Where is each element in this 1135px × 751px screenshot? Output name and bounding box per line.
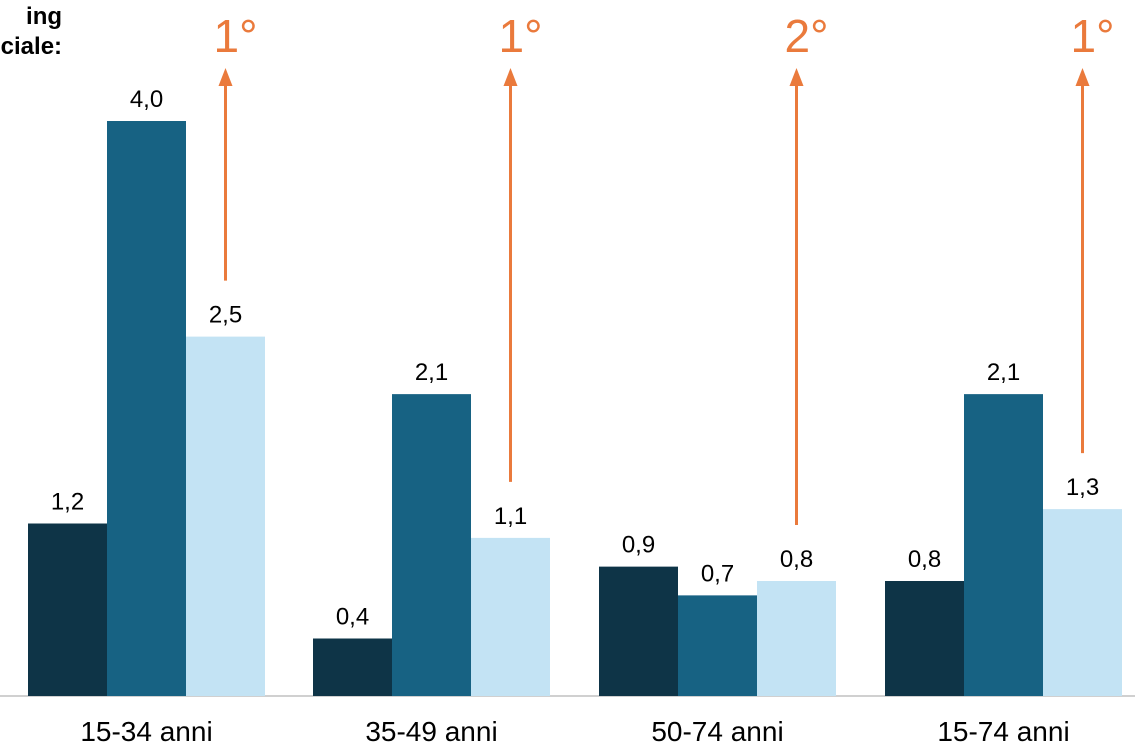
category-label-2: 35-49 anni: [365, 716, 497, 747]
bar-3-series-2: [678, 595, 757, 696]
category-label-3: 50-74 anni: [651, 716, 783, 747]
chart-note-line2: nciale:: [0, 33, 63, 60]
bar-2-series-1: [313, 638, 392, 696]
category-label-4: 15-74 anni: [937, 716, 1069, 747]
bar-1-series-1: [28, 523, 107, 696]
rank-label-4: 1°: [1071, 10, 1115, 62]
bar-1-series-2: [107, 121, 186, 696]
value-label-2-1: 0,4: [336, 604, 369, 631]
value-label-4-3: 1,3: [1066, 474, 1099, 501]
bar-4-series-3: [1043, 509, 1122, 696]
rank-arrow-head-1: [218, 68, 233, 86]
rank-arrow-head-4: [1075, 68, 1090, 86]
bar-4-series-2: [964, 394, 1043, 696]
rank-label-1: 1°: [214, 10, 258, 62]
value-label-3-2: 0,7: [701, 560, 734, 587]
value-label-2-2: 2,1: [415, 359, 448, 386]
bar-3-series-1: [599, 566, 678, 696]
bar-2-series-2: [392, 394, 471, 696]
chart-note-line1: ing: [26, 3, 63, 30]
rank-arrow-head-3: [789, 68, 804, 86]
value-label-1-1: 1,2: [51, 489, 84, 516]
rank-arrow-head-2: [503, 68, 518, 86]
value-label-1-2: 4,0: [130, 86, 163, 113]
bar-3-series-3: [757, 581, 836, 696]
bar-1-series-3: [186, 336, 265, 696]
rank-label-2: 1°: [499, 10, 543, 62]
value-label-3-1: 0,9: [622, 532, 655, 559]
category-label-1: 15-34 anni: [80, 716, 212, 747]
bar-2-series-3: [471, 537, 550, 696]
value-label-1-3: 2,5: [209, 302, 242, 329]
value-label-4-2: 2,1: [987, 359, 1020, 386]
chart-note: ing nciale:: [0, 2, 62, 62]
value-label-4-1: 0,8: [908, 546, 941, 573]
bar-4-series-1: [885, 581, 964, 696]
rank-label-3: 2°: [785, 10, 829, 62]
value-label-3-3: 0,8: [780, 546, 813, 573]
value-label-2-3: 1,1: [494, 503, 527, 530]
